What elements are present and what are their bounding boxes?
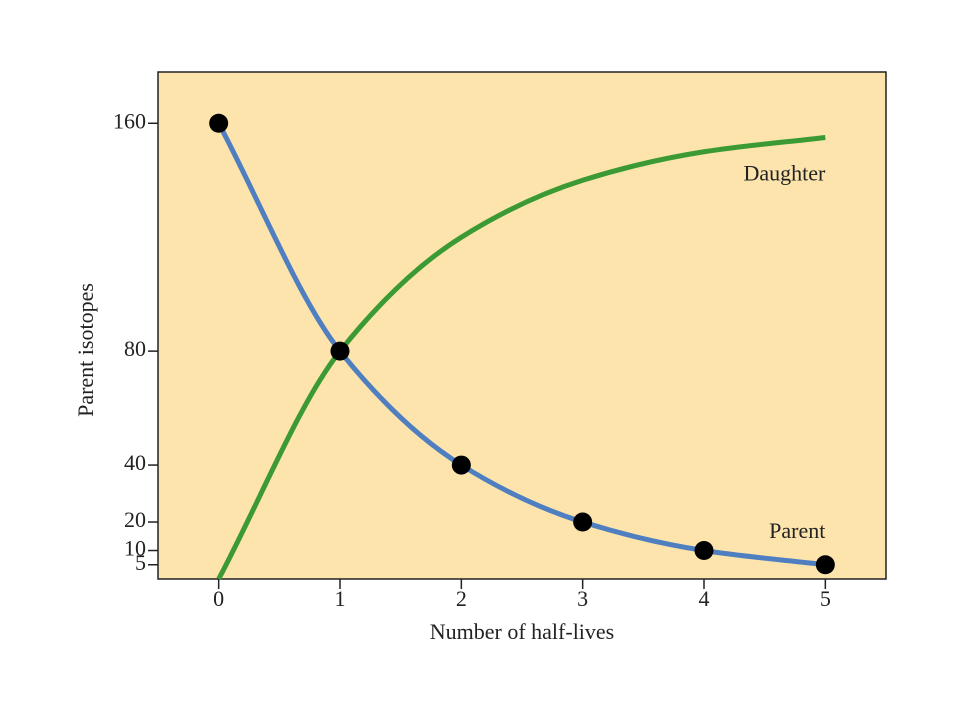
x-tick-label: 3: [577, 586, 588, 611]
y-tick-label: 5: [135, 550, 146, 575]
x-tick-label: 1: [335, 586, 346, 611]
x-tick-label: 0: [213, 586, 224, 611]
y-tick-label: 20: [124, 507, 146, 532]
y-tick-label: 80: [124, 336, 146, 361]
y-tick-label: 160: [113, 108, 146, 133]
data-point: [694, 541, 714, 561]
x-tick-label: 2: [456, 586, 467, 611]
series-line: [216, 135, 826, 581]
x-axis-label: Number of half-lives: [430, 619, 615, 644]
data-point: [573, 512, 593, 532]
x-tick-label: 4: [699, 586, 710, 611]
plot-area: [157, 71, 887, 580]
x-tick-label: 5: [820, 586, 831, 611]
y-tick-label: 40: [124, 450, 146, 475]
data-point: [815, 555, 835, 575]
data-point: [209, 113, 229, 133]
y-tick-label: 10: [124, 536, 146, 561]
data-point: [451, 455, 471, 475]
data-point: [330, 341, 350, 361]
series-label: Parent: [769, 518, 825, 543]
y-axis-label: Parent isotopes: [73, 283, 98, 417]
series-label: Daughter: [743, 161, 826, 186]
